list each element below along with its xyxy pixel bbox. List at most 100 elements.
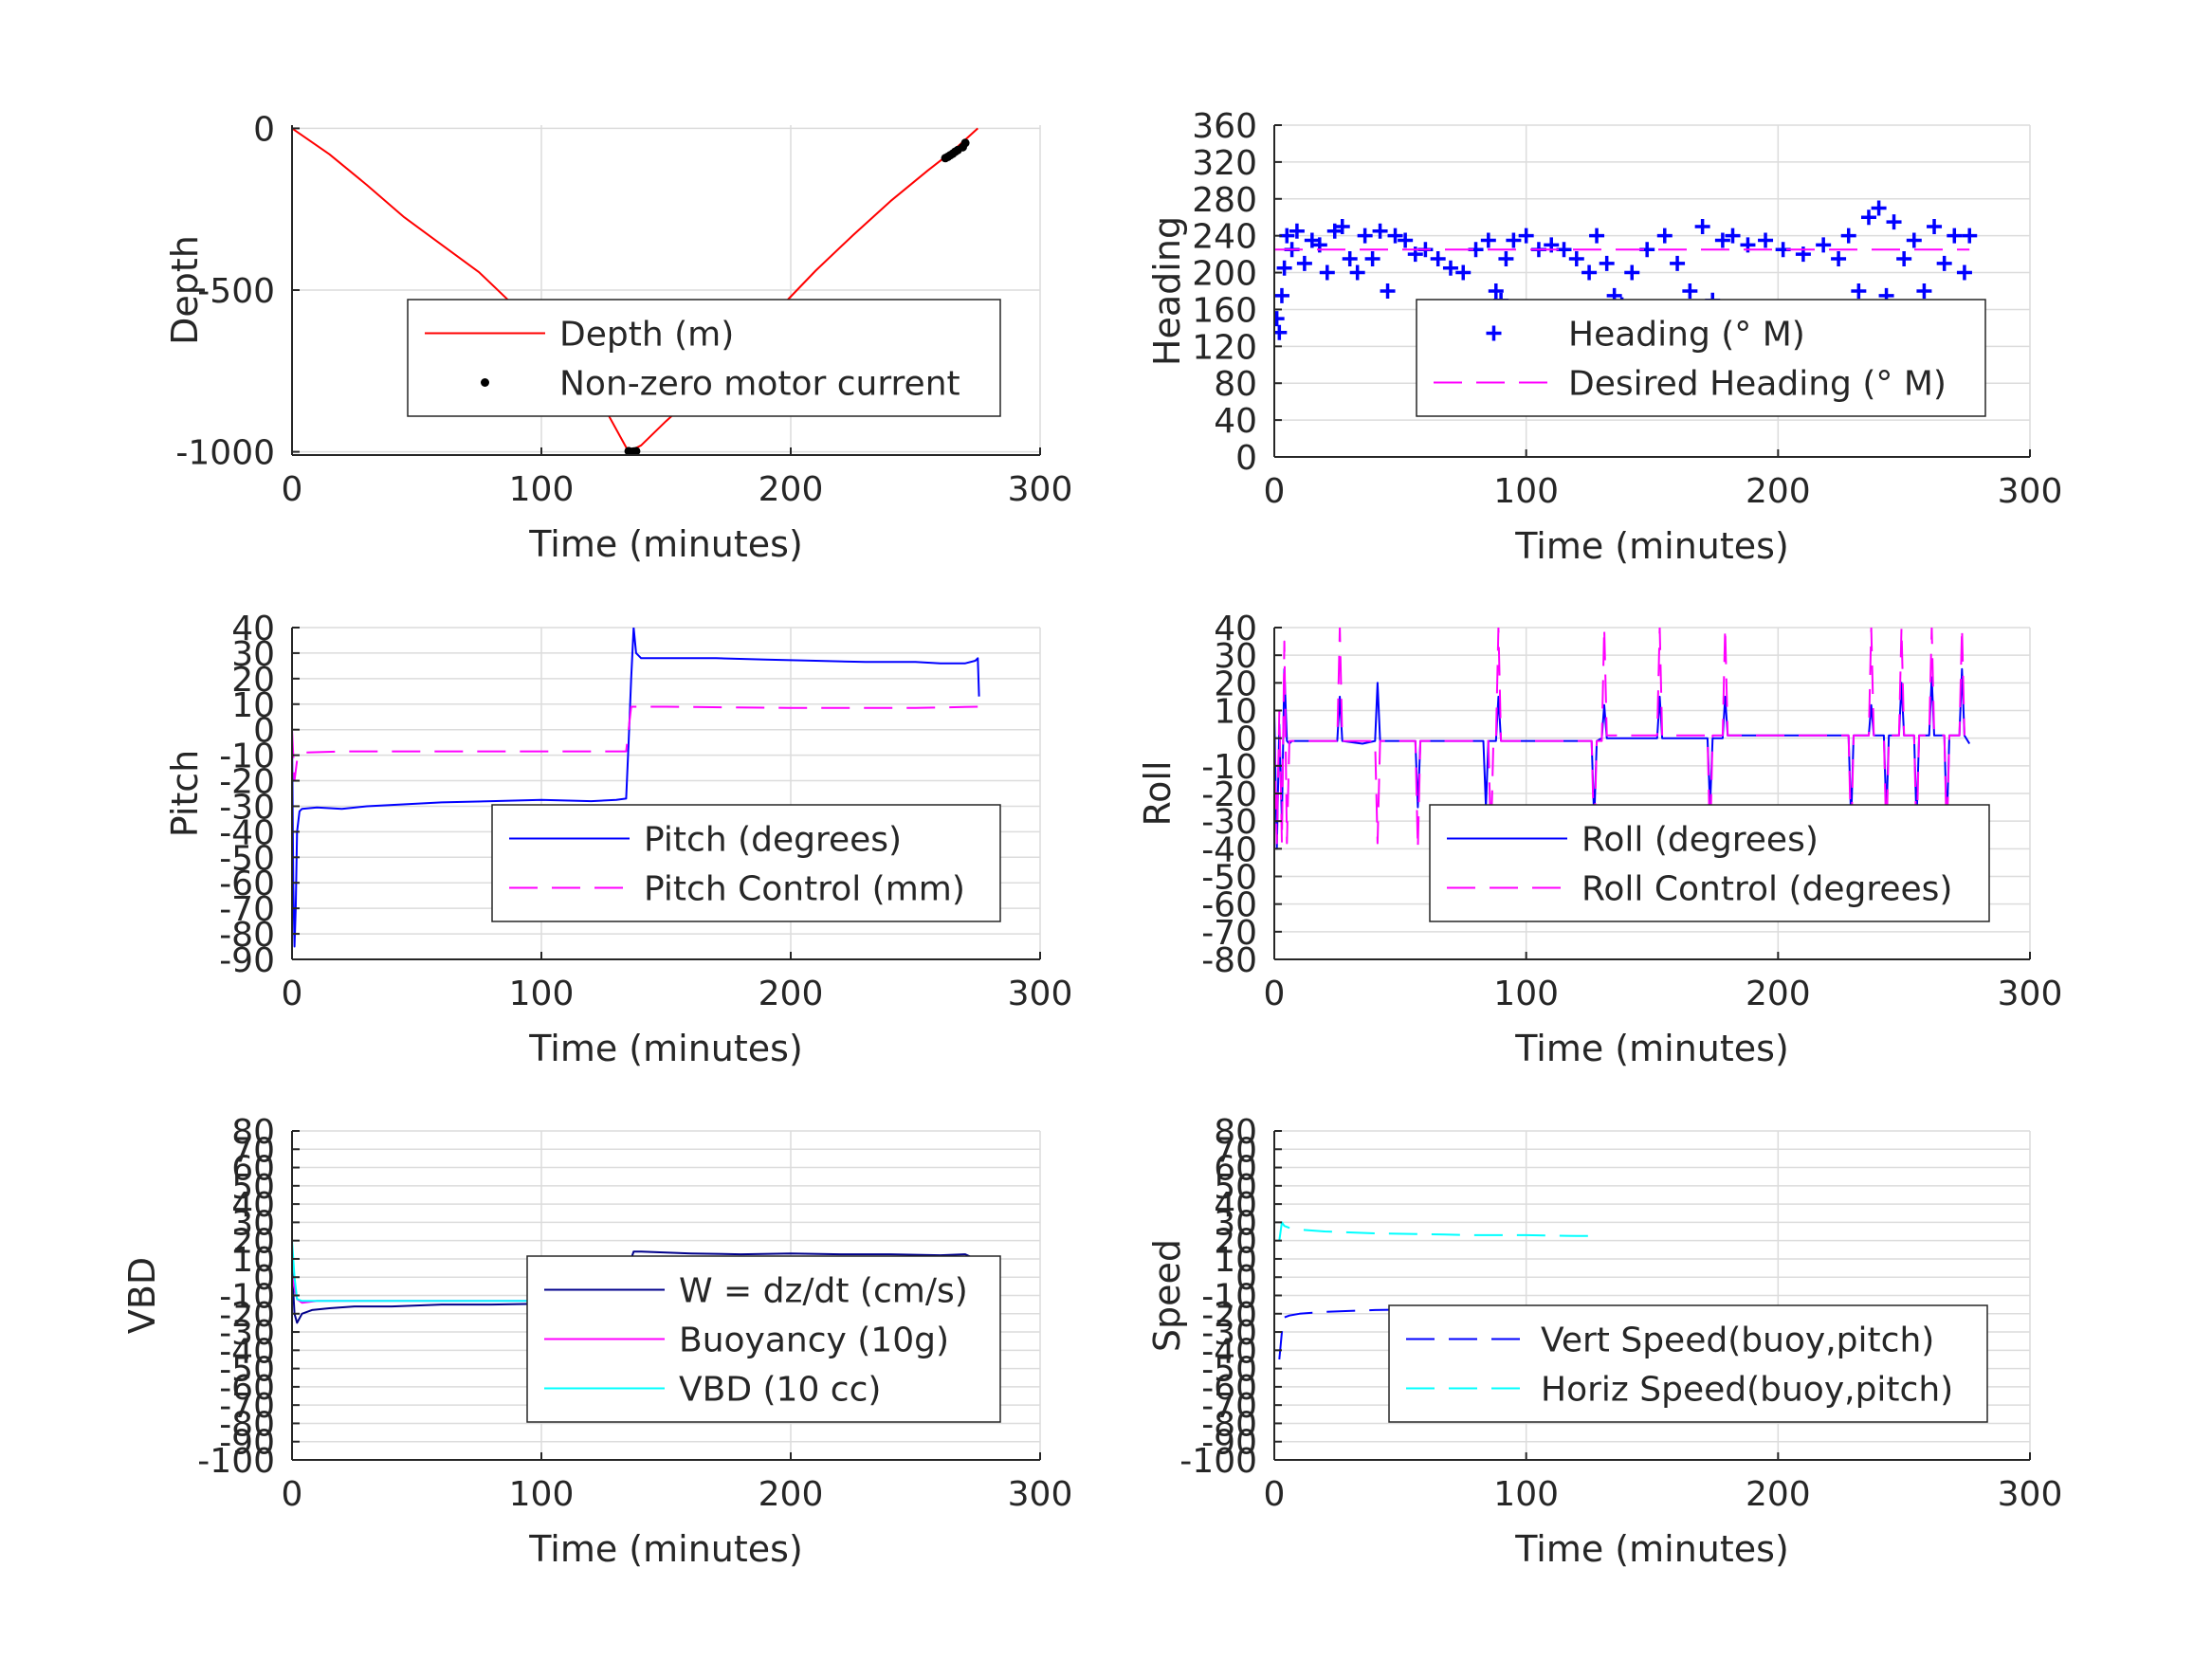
- y-tick-label: -100: [197, 1442, 275, 1481]
- legend: Depth (m) Non-zero motor current: [407, 299, 1001, 417]
- data-point: [1871, 200, 1887, 216]
- data-point: [1589, 228, 1605, 244]
- y-tick-label: -60: [219, 1369, 275, 1408]
- y-axis-title: Roll: [1137, 760, 1179, 826]
- data-point: [1455, 264, 1472, 281]
- legend-label: Vert Speed(buoy,pitch): [1541, 1322, 1934, 1360]
- y-tick-label: -40: [219, 813, 275, 852]
- data-point: [1556, 242, 1572, 258]
- y-tick-label: 20: [1214, 665, 1257, 703]
- y-tick-label: 0: [1235, 439, 1257, 478]
- y-tick-label: 20: [1214, 1223, 1257, 1262]
- y-tick-label: -80: [1201, 941, 1257, 980]
- data-point: [1936, 255, 1952, 271]
- chart-pitch: 0 100 200 300-90-80-70-60-50-40-30-20-10010…: [164, 610, 1072, 1069]
- y-tick-label: 40: [1214, 610, 1257, 648]
- y-tick-label: 160: [1192, 291, 1257, 330]
- data-point: [960, 138, 970, 148]
- data-point: [1357, 228, 1373, 244]
- y-tick-label: 30: [231, 1204, 275, 1243]
- y-tick-label: 40: [1214, 402, 1257, 441]
- y-tick-label: 60: [231, 1150, 275, 1189]
- x-tick-label: 100: [509, 975, 575, 1013]
- series-line-1: [292, 127, 978, 453]
- data-point: [1398, 232, 1414, 248]
- y-tick-label: -60: [219, 865, 275, 903]
- data-point: [1276, 260, 1292, 276]
- x-tick-label: 0: [282, 470, 303, 509]
- legend-label: Pitch Control (mm): [644, 870, 965, 909]
- y-tick-label: -90: [219, 1424, 275, 1463]
- y-tick-label: 0: [1235, 1259, 1257, 1298]
- data-point: [1488, 283, 1504, 299]
- data-point: [1274, 287, 1289, 303]
- data-point: [1568, 250, 1584, 266]
- y-tick-label: -70: [219, 890, 275, 929]
- y-tick-label: -60: [1201, 886, 1257, 925]
- data-point: [1758, 232, 1774, 248]
- x-tick-label: 300: [1008, 1475, 1073, 1514]
- legend: Roll (degrees) Roll Control (degrees): [1429, 804, 1990, 922]
- legend-box: [407, 299, 1001, 417]
- y-tick-label: 40: [231, 1186, 275, 1225]
- data-point: [1714, 232, 1730, 248]
- x-tick-label: 300: [1998, 472, 2063, 511]
- y-tick-label: 30: [1214, 637, 1257, 676]
- data-point: [1956, 264, 1972, 281]
- y-tick-label: -10: [219, 738, 275, 776]
- data-point: [631, 447, 641, 455]
- y-tick-label: 200: [1192, 255, 1257, 294]
- y-tick-label: 20: [231, 1223, 275, 1262]
- y-tick-label: 80: [231, 1113, 275, 1152]
- data-point: [1927, 218, 1943, 234]
- x-tick-label: 100: [509, 1475, 575, 1514]
- data-point: [1656, 228, 1673, 244]
- data-point: [1480, 232, 1496, 248]
- y-tick-label: 280: [1192, 181, 1257, 220]
- y-tick-label: -20: [219, 763, 275, 802]
- legend-label: VBD (10 cc): [679, 1371, 881, 1410]
- y-tick-label: -50: [219, 839, 275, 878]
- y-tick-label: -10: [1201, 748, 1257, 787]
- data-point: [1387, 228, 1403, 244]
- y-tick-label: -40: [1201, 830, 1257, 869]
- data-point: [1962, 228, 1978, 244]
- series-line-2: [292, 705, 978, 782]
- y-tick-label: 40: [1214, 1186, 1257, 1225]
- y-tick-label: -80: [1201, 1405, 1257, 1444]
- data-point: [1624, 264, 1640, 281]
- x-axis-title: Time (minutes): [1514, 1528, 1789, 1570]
- y-tick-label: 320: [1192, 144, 1257, 183]
- legend-box: [1429, 804, 1990, 922]
- y-tick-label: 10: [1214, 1241, 1257, 1280]
- data-point: [1860, 210, 1876, 226]
- y-tick-label: -60: [1201, 1369, 1257, 1408]
- legend: Heading (° M) Desired Heading (° M): [1416, 299, 1986, 417]
- y-axis-title: Heading: [1146, 216, 1188, 366]
- data-point: [1349, 264, 1365, 281]
- y-tick-label: -50: [1201, 1351, 1257, 1390]
- y-tick-label: 80: [1214, 1113, 1257, 1152]
- y-tick-label: -40: [1201, 1332, 1257, 1371]
- y-axis-title: VBD: [121, 1257, 163, 1334]
- data-point: [1506, 232, 1522, 248]
- y-tick-label: -70: [219, 1387, 275, 1426]
- y-tick-label: 0: [253, 712, 275, 751]
- data-point: [1851, 283, 1867, 299]
- y-tick-label: 0: [253, 1259, 275, 1298]
- data-point: [1906, 232, 1922, 248]
- y-tick-label: -50: [1201, 859, 1257, 898]
- legend-swatch: [1486, 325, 1502, 341]
- y-tick-label: 30: [1214, 1204, 1257, 1243]
- data-point: [1342, 250, 1358, 266]
- legend-label: W = dz/dt (cm/s): [679, 1272, 968, 1311]
- y-tick-label: 30: [231, 635, 275, 674]
- x-tick-label: 100: [509, 470, 575, 509]
- y-tick-label: 50: [1214, 1168, 1257, 1207]
- y-tick-label: 360: [1192, 107, 1257, 146]
- legend-label: Desired Heading (° M): [1568, 365, 1947, 404]
- x-tick-label: 300: [1998, 975, 2063, 1013]
- y-tick-label: -30: [219, 1314, 275, 1353]
- legend-label: Horiz Speed(buoy,pitch): [1541, 1371, 1953, 1410]
- x-axis-title: Time (minutes): [528, 1528, 803, 1570]
